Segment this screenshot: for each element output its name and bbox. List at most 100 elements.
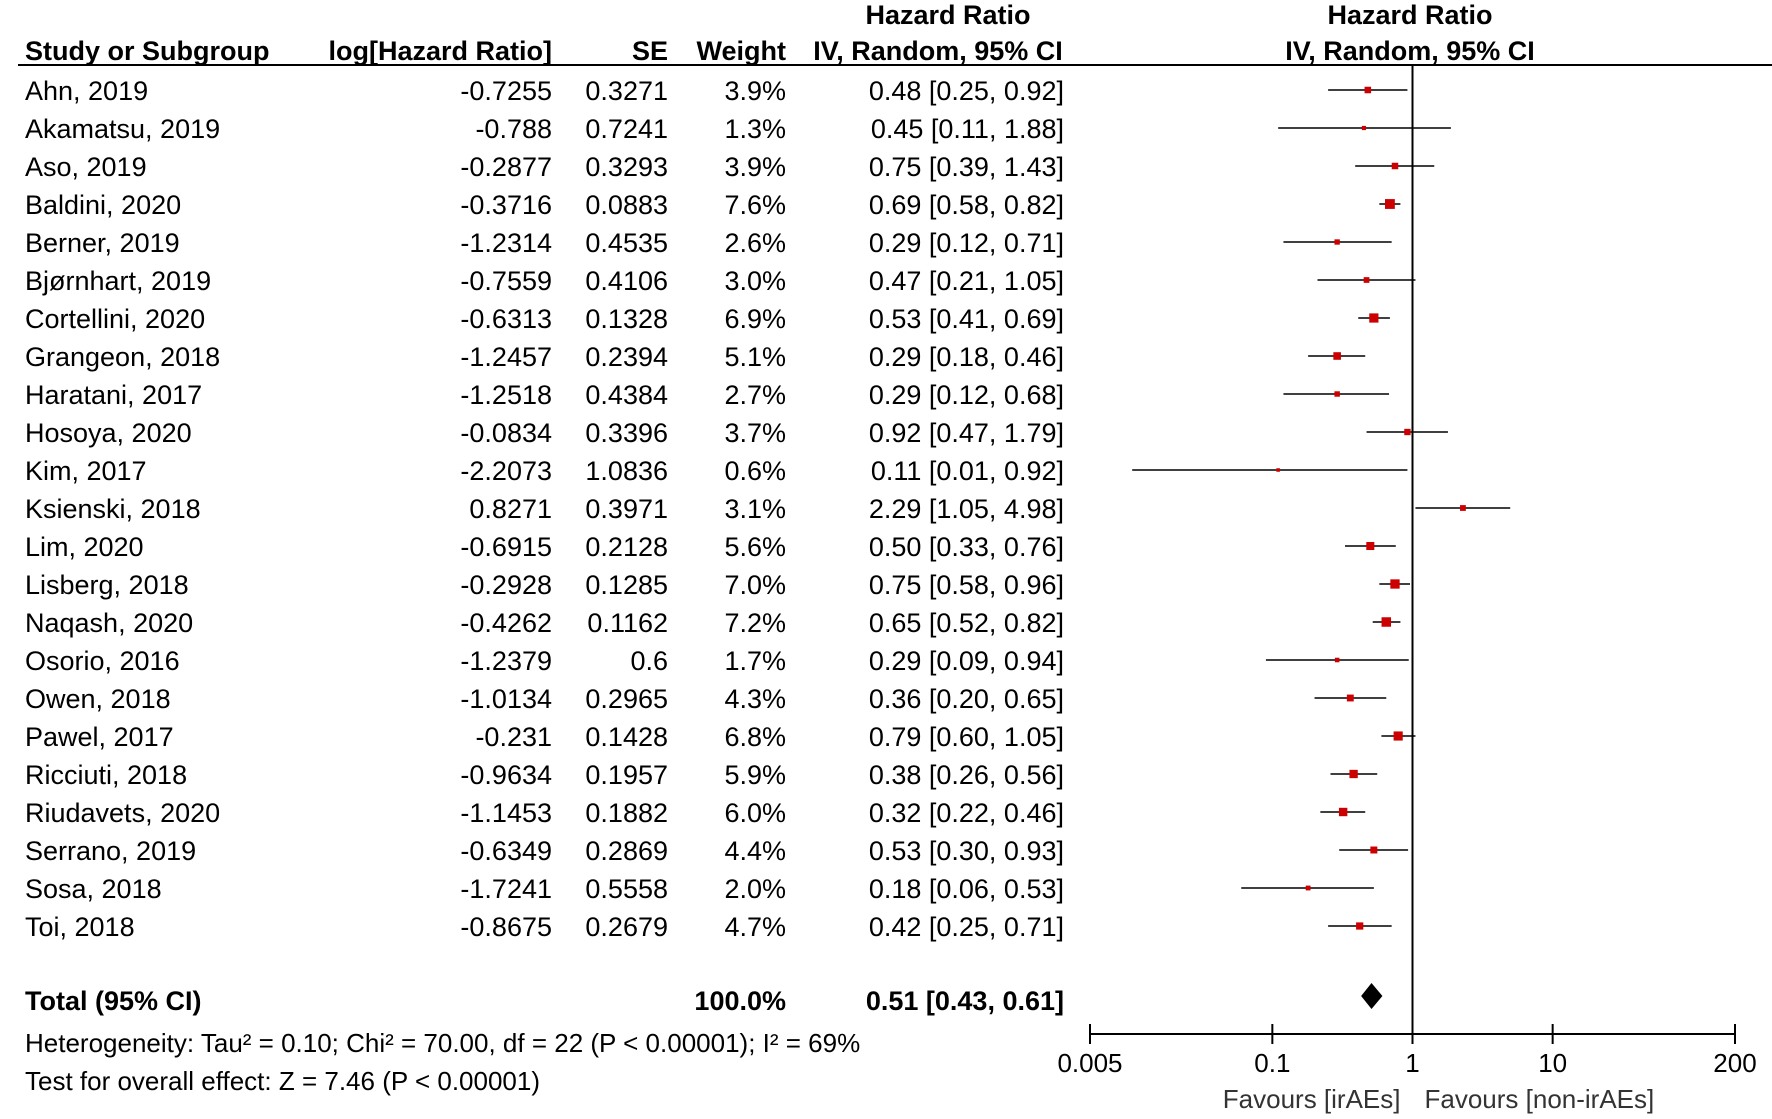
total-ci: 0.51 [0.43, 0.61] — [865, 986, 1064, 1016]
hr-point — [1334, 657, 1340, 663]
header-study: Study or Subgroup — [25, 36, 270, 66]
pooled-diamond — [1361, 983, 1383, 1009]
row-se: 0.6 — [630, 646, 668, 676]
row-weight: 7.2% — [724, 608, 786, 638]
row-log-hr: -1.0134 — [460, 684, 552, 714]
row-weight: 7.6% — [724, 190, 786, 220]
row-study-name: Hosoya, 2020 — [25, 418, 192, 448]
row-study-name: Bjørnhart, 2019 — [25, 266, 212, 296]
row-study-name: Sosa, 2018 — [25, 874, 162, 904]
header-se: SE — [631, 36, 668, 66]
row-ci: 0.38 [0.26, 0.56] — [868, 760, 1064, 790]
row-log-hr: -0.2877 — [460, 152, 552, 182]
hr-point — [1391, 162, 1399, 170]
row-weight: 3.9% — [724, 76, 786, 106]
row-log-hr: -1.1453 — [460, 798, 552, 828]
header-weight: Weight — [696, 36, 787, 66]
row-se: 0.4384 — [585, 380, 668, 410]
row-weight: 1.7% — [724, 646, 786, 676]
row-se: 0.0883 — [585, 190, 668, 220]
row-se: 0.1162 — [587, 608, 668, 638]
row-weight: 0.6% — [724, 456, 786, 486]
row-se: 0.4106 — [585, 266, 668, 296]
row-ci: 0.32 [0.22, 0.46] — [868, 798, 1064, 828]
row-log-hr: -0.6313 — [460, 304, 552, 334]
row-se: 0.1328 — [585, 304, 668, 334]
row-log-hr: -1.2379 — [460, 646, 552, 676]
row-se: 0.3271 — [585, 76, 668, 106]
hr-point — [1384, 199, 1395, 209]
row-ci: 0.75 [0.39, 1.43] — [868, 152, 1064, 182]
row-log-hr: -0.4262 — [460, 608, 552, 638]
row-ci: 0.42 [0.25, 0.71] — [868, 912, 1064, 942]
row-log-hr: -0.6915 — [460, 532, 552, 562]
row-ci: 0.79 [0.60, 1.05] — [868, 722, 1064, 752]
row-log-hr: -0.7255 — [460, 76, 552, 106]
row-weight: 3.0% — [724, 266, 786, 296]
row-study-name: Naqash, 2020 — [25, 608, 194, 638]
hr-point — [1366, 541, 1375, 551]
row-se: 0.2394 — [585, 342, 668, 372]
row-ci: 2.29 [1.05, 4.98] — [868, 494, 1064, 524]
row-study-name: Cortellini, 2020 — [25, 304, 206, 334]
row-study-name: Pawel, 2017 — [25, 722, 174, 752]
row-log-hr: -2.2073 — [460, 456, 552, 486]
row-weight: 3.1% — [724, 494, 786, 524]
row-weight: 7.0% — [724, 570, 786, 600]
hr-point — [1404, 428, 1411, 436]
row-study-name: Lim, 2020 — [25, 532, 144, 562]
row-study-name: Lisberg, 2018 — [25, 570, 189, 600]
x-tick-label: 0.1 — [1254, 1048, 1290, 1078]
row-se: 0.3971 — [585, 494, 668, 524]
hr-point — [1364, 86, 1372, 94]
row-study-name: Owen, 2018 — [25, 684, 171, 714]
row-log-hr: -1.2314 — [460, 228, 552, 258]
hr-point — [1363, 277, 1370, 283]
hr-point — [1276, 468, 1280, 472]
row-ci: 0.47 [0.21, 1.05] — [868, 266, 1064, 296]
row-ci: 0.29 [0.09, 0.94] — [868, 646, 1064, 676]
row-se: 0.2965 — [585, 684, 668, 714]
x-tick-label: 10 — [1538, 1048, 1567, 1078]
row-log-hr: -0.9634 — [460, 760, 552, 790]
hr-point — [1349, 769, 1358, 779]
row-se: 0.7241 — [585, 114, 668, 144]
row-study-name: Serrano, 2019 — [25, 836, 197, 866]
row-weight: 4.7% — [724, 912, 786, 942]
row-study-name: Akamatsu, 2019 — [25, 114, 221, 144]
row-ci: 0.65 [0.52, 0.82] — [868, 608, 1064, 638]
row-weight: 1.3% — [724, 114, 786, 144]
row-se: 0.2128 — [585, 532, 668, 562]
row-se: 0.5558 — [585, 874, 668, 904]
row-study-name: Berner, 2019 — [25, 228, 180, 258]
hr-point — [1370, 846, 1378, 854]
row-ci: 0.29 [0.12, 0.71] — [868, 228, 1064, 258]
row-weight: 2.7% — [724, 380, 786, 410]
row-ci: 0.48 [0.25, 0.92] — [868, 76, 1064, 106]
header-ci-title: Hazard Ratio — [865, 0, 1031, 30]
row-study-name: Baldini, 2020 — [25, 190, 182, 220]
row-weight: 5.9% — [724, 760, 786, 790]
favours-right-label: Favours [non-irAEs] — [1425, 1084, 1655, 1114]
x-tick-label: 0.005 — [1057, 1048, 1122, 1078]
hr-point — [1334, 239, 1340, 245]
row-study-name: Ricciuti, 2018 — [25, 760, 188, 790]
row-weight: 2.6% — [724, 228, 786, 258]
hr-point — [1393, 731, 1403, 741]
hr-point — [1460, 505, 1466, 511]
row-log-hr: -0.8675 — [460, 912, 552, 942]
header-log-hr: log[Hazard Ratio] — [328, 36, 552, 66]
row-study-name: Ahn, 2019 — [25, 76, 149, 106]
row-ci: 0.50 [0.33, 0.76] — [868, 532, 1064, 562]
row-weight: 5.6% — [724, 532, 786, 562]
row-weight: 4.3% — [724, 684, 786, 714]
row-weight: 3.9% — [724, 152, 786, 182]
row-log-hr: -1.2457 — [460, 342, 552, 372]
row-log-hr: -1.2518 — [460, 380, 552, 410]
hr-point — [1338, 807, 1348, 817]
row-weight: 6.0% — [724, 798, 786, 828]
header-plot-method: IV, Random, 95% CI — [1285, 36, 1535, 66]
row-se: 0.1285 — [585, 570, 668, 600]
header-plot-title: Hazard Ratio — [1327, 0, 1493, 30]
row-study-name: Kim, 2017 — [25, 456, 147, 486]
